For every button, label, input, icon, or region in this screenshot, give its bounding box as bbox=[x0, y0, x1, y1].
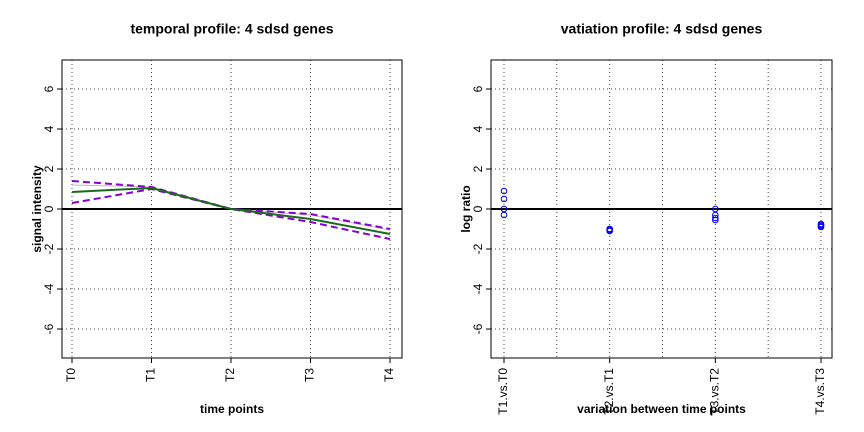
y-tick-label: -6 bbox=[471, 323, 485, 334]
y-tick-label: -6 bbox=[42, 323, 56, 334]
x-tick-label: T4.vs.T3 bbox=[813, 368, 827, 415]
y-tick-label: -4 bbox=[42, 283, 56, 294]
x-axis-label: variation between time points bbox=[577, 402, 746, 416]
y-tick-label: -4 bbox=[471, 283, 485, 294]
plot-frame bbox=[61, 59, 403, 359]
x-tick-label: T2.vs.T1 bbox=[602, 368, 616, 415]
x-tick-label: T3.vs.T2 bbox=[708, 368, 722, 415]
point bbox=[606, 225, 613, 233]
y-tick-label: 6 bbox=[42, 85, 56, 92]
y-tick-label: 4 bbox=[42, 125, 56, 132]
y-tick-label: -2 bbox=[471, 243, 485, 254]
chart-title: vatiation profile: 4 sdsd genes bbox=[561, 21, 763, 37]
point bbox=[500, 211, 508, 219]
point bbox=[712, 214, 719, 222]
y-tick-label: 2 bbox=[42, 165, 56, 172]
x-tick-label: T4 bbox=[382, 368, 396, 382]
x-tick-label: T1.vs.T0 bbox=[496, 368, 510, 415]
series-line bbox=[71, 186, 391, 235]
x-tick-label: T1 bbox=[144, 368, 158, 382]
point bbox=[606, 227, 613, 235]
x-tick-label: T0 bbox=[64, 368, 78, 382]
point bbox=[500, 195, 508, 203]
point bbox=[712, 216, 719, 224]
x-tick-label: T2 bbox=[223, 368, 237, 382]
point bbox=[712, 211, 719, 219]
chart-title: temporal profile: 4 sdsd genes bbox=[130, 21, 333, 37]
point bbox=[500, 187, 508, 195]
plot-frame bbox=[490, 59, 833, 359]
y-axis-label: log ratio bbox=[459, 185, 473, 232]
y-tick-label: 6 bbox=[471, 85, 485, 92]
y-tick-label: 2 bbox=[471, 165, 485, 172]
y-tick-label: 4 bbox=[471, 125, 485, 132]
y-tick-label: 0 bbox=[471, 205, 485, 212]
y-axis-label: signal intensity bbox=[30, 165, 44, 253]
series-line bbox=[71, 184, 391, 231]
x-tick-label: T3 bbox=[303, 368, 317, 382]
y-tick-label: 0 bbox=[42, 205, 56, 212]
point bbox=[817, 223, 825, 231]
x-axis-label: time points bbox=[200, 402, 264, 416]
series-line bbox=[71, 187, 391, 240]
series-line bbox=[71, 180, 391, 230]
y-tick-label: -2 bbox=[42, 243, 56, 254]
